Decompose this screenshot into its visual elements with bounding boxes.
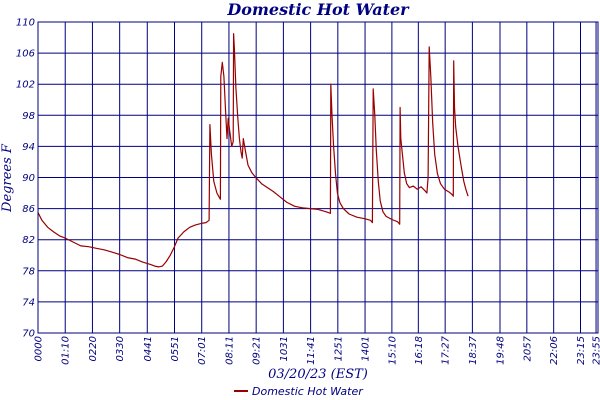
- x-tick-label: 0220: [88, 336, 99, 361]
- y-tick-label: 78: [22, 266, 35, 277]
- x-axis-label: 03/20/23 (EST): [268, 367, 368, 382]
- y-axis-label: Degrees F: [0, 143, 15, 213]
- x-tick-label: 09:21: [252, 336, 263, 365]
- y-tick-label: 94: [22, 142, 35, 153]
- y-tick-label: 98: [22, 111, 35, 122]
- x-tick-label: 0441: [143, 336, 154, 361]
- x-tick-label: 1401: [361, 336, 372, 361]
- series-line: [37, 33, 469, 268]
- x-tick-label: 11:41: [306, 336, 317, 365]
- y-tick-label: 102: [16, 80, 35, 91]
- legend-label: Domestic Hot Water: [252, 385, 364, 398]
- y-tick-label: 106: [16, 49, 35, 60]
- x-tick-label: 15:10: [387, 336, 398, 365]
- x-tick-label: 0330: [115, 336, 126, 361]
- series-layer: [37, 33, 469, 268]
- y-axis-ticks: 70 74 78 82 86 90 94 98 102 106 110: [16, 18, 35, 340]
- x-tick-label: 16:18: [414, 336, 425, 365]
- x-tick-label: 1031: [279, 336, 290, 361]
- chart-title: Domestic Hot Water: [226, 0, 410, 19]
- x-tick-label: 08:11: [224, 336, 235, 365]
- x-tick-label: 17:27: [441, 335, 452, 364]
- x-tick-label: 07:01: [197, 336, 208, 365]
- x-tick-label: 01:10: [61, 336, 72, 365]
- x-tick-label: 22:06: [549, 336, 560, 365]
- x-tick-label: 1251: [333, 336, 344, 361]
- y-tick-label: 90: [22, 173, 35, 184]
- x-axis-ticks: 0000 01:10 0220 0330 0441 0551 07:01 08:11 09:21…: [34, 335, 600, 364]
- x-tick-label: 23:15: [576, 336, 587, 365]
- gridlines: [38, 22, 598, 333]
- x-tick-label: 23:55: [592, 336, 600, 365]
- legend: Domestic Hot Water: [234, 385, 364, 398]
- y-tick-label: 110: [16, 18, 35, 29]
- y-tick-label: 70: [22, 329, 35, 340]
- plot-frame: [37, 21, 599, 334]
- x-tick-label: 2057: [522, 335, 533, 361]
- x-tick-label: 0000: [34, 336, 45, 361]
- y-tick-label: 82: [22, 235, 35, 246]
- y-tick-label: 74: [22, 297, 35, 308]
- x-tick-label: 0551: [170, 336, 181, 361]
- y-tick-label: 86: [22, 204, 35, 215]
- x-tick-label: 19:48: [496, 336, 507, 365]
- x-tick-label: 18:37: [468, 335, 479, 364]
